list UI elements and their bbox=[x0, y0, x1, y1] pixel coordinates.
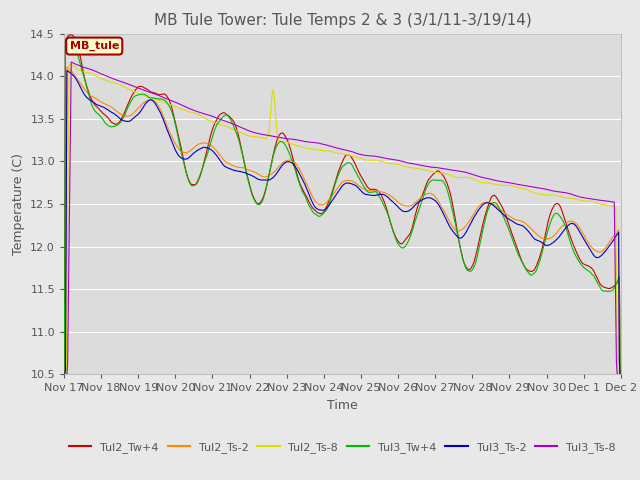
Tul3_Tw+4 bbox=[60, 372, 68, 377]
Tul3_Ts-8 bbox=[401, 159, 408, 165]
Tul3_Tw+4 bbox=[126, 100, 134, 106]
Tul3_Ts-8 bbox=[432, 165, 440, 170]
Tul2_Ts-8 bbox=[256, 134, 264, 140]
Tul3_Ts-2 bbox=[60, 372, 68, 377]
Tul3_Ts-2 bbox=[277, 164, 285, 170]
Tul3_Ts-8 bbox=[67, 59, 75, 65]
Tul2_Tw+4 bbox=[256, 200, 264, 205]
Legend: Tul2_Tw+4, Tul2_Ts-2, Tul2_Ts-8, Tul3_Tw+4, Tul3_Ts-2, Tul3_Ts-8: Tul2_Tw+4, Tul2_Ts-2, Tul2_Ts-8, Tul3_Tw… bbox=[65, 438, 620, 458]
Tul2_Ts-2 bbox=[228, 163, 236, 168]
Tul2_Ts-2 bbox=[126, 113, 134, 119]
Tul3_Ts-8 bbox=[277, 135, 285, 141]
Line: Tul2_Ts-2: Tul2_Ts-2 bbox=[64, 67, 621, 374]
Tul3_Ts-8 bbox=[60, 372, 68, 377]
Tul2_Ts-2 bbox=[256, 172, 264, 178]
Tul2_Tw+4 bbox=[66, 32, 74, 37]
Tul2_Tw+4 bbox=[401, 238, 408, 244]
Tul3_Ts-8 bbox=[228, 121, 236, 127]
Text: MB_tule: MB_tule bbox=[70, 41, 119, 51]
Tul2_Ts-2 bbox=[60, 372, 68, 377]
Tul3_Ts-2 bbox=[63, 68, 71, 73]
Tul2_Ts-8 bbox=[617, 372, 625, 377]
Tul2_Ts-8 bbox=[277, 139, 285, 144]
Tul3_Ts-8 bbox=[256, 131, 264, 137]
Tul2_Ts-8 bbox=[65, 61, 73, 67]
Tul3_Ts-2 bbox=[617, 372, 625, 377]
Tul3_Tw+4 bbox=[67, 34, 74, 40]
Tul2_Ts-2 bbox=[63, 64, 71, 70]
Tul2_Ts-2 bbox=[277, 161, 285, 167]
Line: Tul3_Tw+4: Tul3_Tw+4 bbox=[64, 37, 621, 374]
Tul2_Ts-8 bbox=[228, 126, 236, 132]
Tul2_Tw+4 bbox=[432, 169, 440, 175]
Title: MB Tule Tower: Tule Temps 2 & 3 (3/1/11-3/19/14): MB Tule Tower: Tule Temps 2 & 3 (3/1/11-… bbox=[154, 13, 531, 28]
Line: Tul3_Ts-2: Tul3_Ts-2 bbox=[64, 71, 621, 374]
Y-axis label: Temperature (C): Temperature (C) bbox=[12, 153, 25, 255]
Tul3_Ts-2 bbox=[256, 177, 264, 182]
Tul3_Ts-8 bbox=[617, 372, 625, 377]
Tul2_Tw+4 bbox=[228, 117, 236, 123]
Tul2_Tw+4 bbox=[617, 372, 625, 377]
Tul3_Tw+4 bbox=[617, 372, 625, 377]
Tul3_Tw+4 bbox=[432, 177, 440, 183]
Tul2_Ts-8 bbox=[126, 87, 134, 93]
X-axis label: Time: Time bbox=[327, 399, 358, 412]
Tul2_Ts-2 bbox=[617, 372, 625, 377]
Tul3_Ts-2 bbox=[432, 198, 440, 204]
Tul3_Tw+4 bbox=[256, 202, 264, 207]
Tul2_Tw+4 bbox=[60, 372, 68, 377]
Line: Tul2_Tw+4: Tul2_Tw+4 bbox=[64, 35, 621, 374]
Tul2_Tw+4 bbox=[126, 96, 134, 102]
Tul3_Tw+4 bbox=[401, 244, 408, 250]
Tul3_Ts-2 bbox=[228, 167, 236, 173]
Tul2_Ts-8 bbox=[60, 372, 68, 377]
Tul3_Ts-2 bbox=[126, 118, 134, 124]
Tul3_Ts-2 bbox=[401, 209, 408, 215]
Tul3_Tw+4 bbox=[277, 138, 285, 144]
Tul3_Tw+4 bbox=[228, 120, 236, 126]
Line: Tul2_Ts-8: Tul2_Ts-8 bbox=[64, 64, 621, 374]
Tul2_Ts-8 bbox=[401, 164, 408, 169]
Tul2_Ts-8 bbox=[432, 169, 440, 175]
Tul2_Ts-2 bbox=[401, 203, 408, 208]
Tul3_Ts-8 bbox=[126, 82, 134, 88]
Line: Tul3_Ts-8: Tul3_Ts-8 bbox=[64, 62, 621, 374]
Tul2_Ts-2 bbox=[432, 194, 440, 200]
Tul2_Tw+4 bbox=[277, 131, 285, 136]
